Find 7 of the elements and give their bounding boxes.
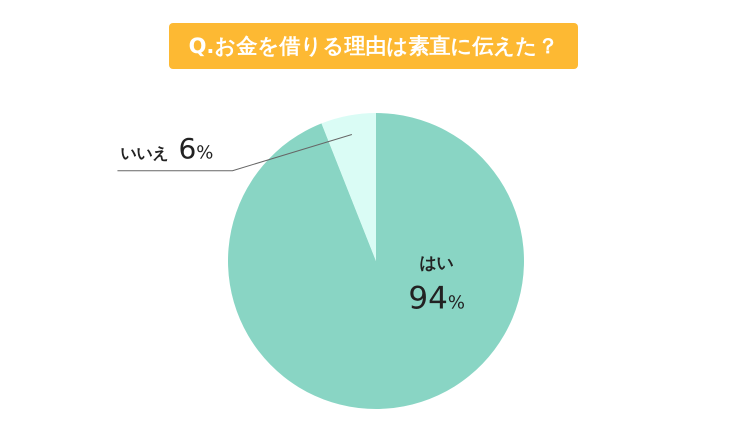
chart-title: Q.お金を借りる理由は素直に伝えた？ (168, 23, 578, 69)
pie-slice (322, 113, 376, 261)
pie-slice (228, 113, 524, 409)
slice-label: はい (420, 253, 454, 274)
data-label: 94% (408, 280, 465, 316)
data-label: 6% (178, 132, 214, 166)
slice-label: いいえ (120, 144, 168, 163)
